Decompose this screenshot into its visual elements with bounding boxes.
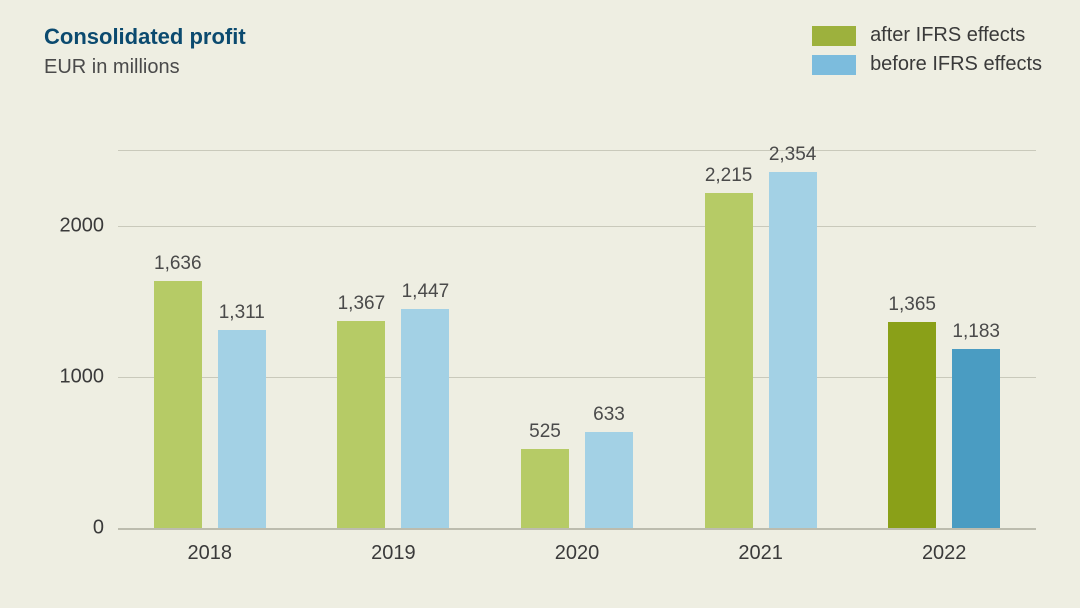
bar-value-label: 2,215 xyxy=(705,165,753,187)
bar-after: 2,215 xyxy=(705,193,753,528)
bar-before: 2,354 xyxy=(769,172,817,528)
y-tick: 0 xyxy=(38,517,104,540)
legend-swatch-after xyxy=(812,26,856,46)
bar-before: 1,311 xyxy=(218,330,266,528)
bar-cluster: 2,215 2,354 xyxy=(701,150,821,528)
legend: after IFRS effects before IFRS effects xyxy=(812,24,1042,76)
x-tick: 2018 xyxy=(160,542,260,565)
chart-plot-area: 1,636 1,311 1,367 1,447 525 633 2,215 2,354 1,36… xyxy=(118,150,1036,528)
legend-swatch-before xyxy=(812,55,856,75)
bar-cluster: 525 633 xyxy=(517,150,637,528)
bar-before: 1,447 xyxy=(401,309,449,528)
x-tick: 2020 xyxy=(527,542,627,565)
x-tick: 2022 xyxy=(894,542,994,565)
bar-before: 633 xyxy=(585,432,633,528)
y-tick: 2000 xyxy=(38,214,104,237)
bar-after: 1,365 xyxy=(888,322,936,528)
bar-value-label: 1,636 xyxy=(154,253,202,275)
bar-before: 1,183 xyxy=(952,349,1000,528)
page-root: Consolidated profit EUR in millions afte… xyxy=(0,0,1080,608)
chart-subtitle: EUR in millions xyxy=(44,56,180,79)
bar-cluster: 1,636 1,311 xyxy=(150,150,270,528)
bar-value-label: 525 xyxy=(521,421,569,443)
legend-label-after: after IFRS effects xyxy=(870,24,1025,47)
chart-title: Consolidated profit xyxy=(44,24,246,50)
bar-value-label: 1,311 xyxy=(218,302,266,324)
y-tick: 1000 xyxy=(38,365,104,388)
bar-value-label: 2,354 xyxy=(769,144,817,166)
bar-value-label: 1,447 xyxy=(401,281,449,303)
bar-cluster: 1,365 1,183 xyxy=(884,150,1004,528)
bar-cluster: 1,367 1,447 xyxy=(333,150,453,528)
bar-after: 1,367 xyxy=(337,321,385,528)
bar-value-label: 1,365 xyxy=(888,294,936,316)
bar-value-label: 633 xyxy=(585,404,633,426)
bar-value-label: 1,367 xyxy=(337,293,385,315)
baseline xyxy=(118,528,1036,530)
x-tick: 2019 xyxy=(343,542,443,565)
legend-item-after: after IFRS effects xyxy=(812,24,1042,47)
x-tick: 2021 xyxy=(711,542,811,565)
legend-item-before: before IFRS effects xyxy=(812,53,1042,76)
legend-label-before: before IFRS effects xyxy=(870,53,1042,76)
bar-after: 1,636 xyxy=(154,281,202,528)
bar-value-label: 1,183 xyxy=(952,321,1000,343)
bar-after: 525 xyxy=(521,449,569,528)
